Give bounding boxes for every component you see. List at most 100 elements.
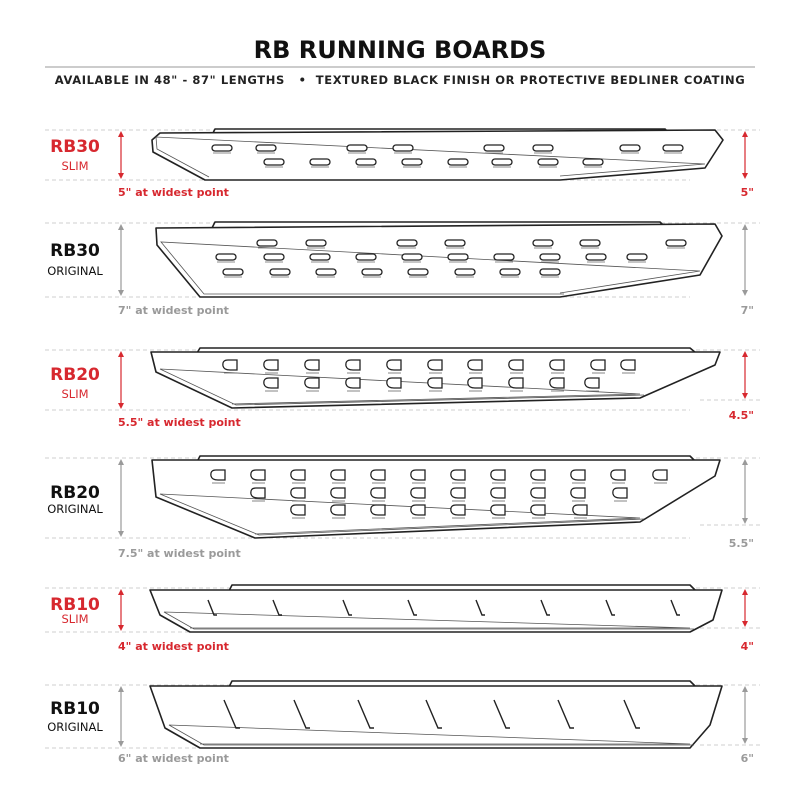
- tread-hole: [450, 469, 466, 481]
- tread-slot: [537, 158, 559, 166]
- tread-hole: [570, 469, 586, 481]
- model-variant: SLIM: [61, 159, 88, 173]
- tread-hole: [450, 487, 466, 499]
- tread-hole: [570, 487, 586, 499]
- width-caption: 4" at widest point: [118, 640, 229, 653]
- tread-slash: [207, 599, 217, 616]
- tread-slash: [623, 699, 640, 729]
- board-outline: [151, 129, 724, 181]
- tread-slot: [355, 158, 377, 166]
- tread-slot: [407, 268, 429, 276]
- tread-slot: [626, 253, 648, 261]
- model-variant: ORIGINAL: [47, 264, 103, 278]
- running-board-drawing: [150, 347, 721, 409]
- tread-hole: [549, 377, 565, 389]
- tread-hole: [610, 469, 626, 481]
- tread-hole: [386, 359, 402, 371]
- board-row-rb20-slim: RB20 SLIM 5.5" at widest point 4.5": [45, 347, 760, 429]
- tread-hole: [330, 504, 346, 516]
- tread-hole: [508, 359, 524, 371]
- board-outline: [149, 589, 723, 633]
- tread-slot: [662, 144, 684, 152]
- model-name: RB20: [50, 483, 100, 503]
- right-dimension-arrow: [742, 459, 748, 524]
- width-caption: 5.5" at widest point: [118, 416, 241, 429]
- tread-slot: [539, 268, 561, 276]
- tread-slot: [396, 239, 418, 247]
- tread-slot: [263, 253, 285, 261]
- model-name: RB30: [50, 241, 100, 261]
- tread-hole: [345, 359, 361, 371]
- model-name: RB30: [50, 137, 100, 157]
- board-edge-line: [160, 241, 701, 295]
- tread-slash: [407, 599, 417, 616]
- tread-hole: [490, 469, 506, 481]
- tread-hole: [345, 377, 361, 389]
- tread-slot: [263, 158, 285, 166]
- tread-hole: [370, 469, 386, 481]
- tread-slot: [493, 253, 515, 261]
- width-caption: 5" at widest point: [118, 186, 229, 199]
- tread-hole: [530, 487, 546, 499]
- tread-slot: [619, 144, 641, 152]
- tread-slot: [444, 239, 466, 247]
- tread-slot: [454, 268, 476, 276]
- tread-slot: [579, 239, 601, 247]
- tread-slot: [361, 268, 383, 276]
- tread-slot: [532, 144, 554, 152]
- tread-hole: [612, 487, 628, 499]
- tread-slot: [256, 239, 278, 247]
- tread-hole: [370, 487, 386, 499]
- right-dimension-arrow: [742, 351, 748, 399]
- model-variant: SLIM: [61, 612, 88, 626]
- tread-hole: [290, 504, 306, 516]
- model-name: RB10: [50, 595, 100, 615]
- tread-hole: [530, 504, 546, 516]
- right-dimension-arrow: [742, 131, 748, 179]
- right-dimension: 7": [741, 304, 754, 317]
- tread-slash: [272, 599, 282, 616]
- running-board-drawing: [155, 221, 723, 298]
- left-dimension-arrow: [118, 351, 124, 409]
- right-dimension-arrow: [742, 589, 748, 627]
- tread-hole: [386, 377, 402, 389]
- board-edge-line: [168, 724, 694, 746]
- right-dimension: 5.5": [729, 537, 754, 550]
- tread-hole: [652, 469, 668, 481]
- model-variant: ORIGINAL: [47, 502, 103, 516]
- tread-slot: [585, 253, 607, 261]
- model-variant: SLIM: [61, 387, 88, 401]
- tread-hole: [490, 487, 506, 499]
- tread-slot: [215, 253, 237, 261]
- tread-slash: [670, 599, 680, 616]
- tread-slot: [499, 268, 521, 276]
- right-dimension: 4.5": [729, 409, 754, 422]
- tread-hole: [410, 469, 426, 481]
- left-dimension-arrow: [118, 459, 124, 537]
- tread-hole: [222, 359, 238, 371]
- board-edge-line: [159, 493, 645, 536]
- tread-slot: [447, 158, 469, 166]
- tread-slot: [532, 239, 554, 247]
- tread-slash: [223, 699, 240, 729]
- tread-slot: [255, 144, 277, 152]
- tread-slot: [539, 253, 561, 261]
- tread-hole: [370, 504, 386, 516]
- tread-hole: [250, 487, 266, 499]
- tread-hole: [290, 469, 306, 481]
- tread-slash: [557, 699, 574, 729]
- tread-slash: [357, 699, 374, 729]
- tread-slot: [483, 144, 505, 152]
- tread-hole: [572, 504, 588, 516]
- width-caption: 7.5" at widest point: [118, 547, 241, 560]
- tread-slot: [309, 253, 331, 261]
- tread-slash: [293, 699, 310, 729]
- tread-hole: [290, 487, 306, 499]
- right-dimension: 6": [741, 752, 754, 765]
- tread-slot: [315, 268, 337, 276]
- right-dimension: 4": [741, 640, 754, 653]
- running-board-drawing: [151, 455, 721, 539]
- tread-slot: [665, 239, 687, 247]
- running-board-drawing: [149, 584, 723, 633]
